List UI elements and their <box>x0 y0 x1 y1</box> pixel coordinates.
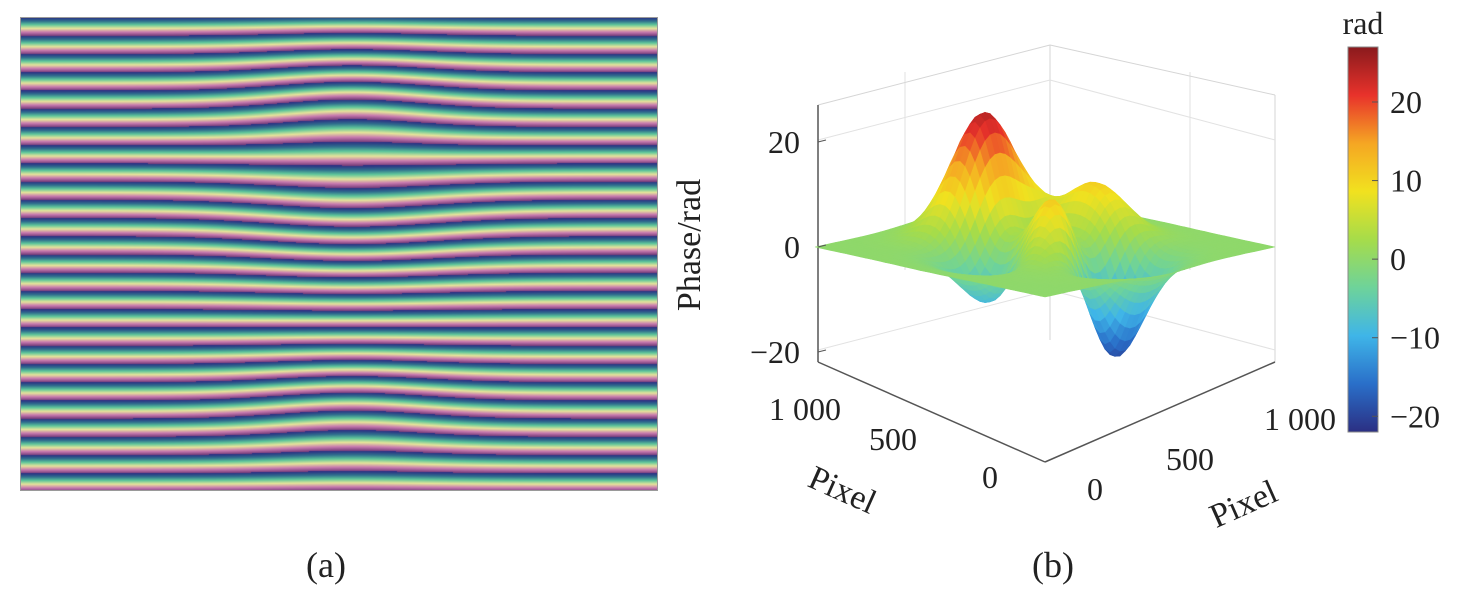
z-tick-mark <box>817 139 827 143</box>
z-tick-label: 0 <box>784 229 800 265</box>
z-axis-label: Phase/rad <box>671 179 708 311</box>
grid-line <box>1049 79 1276 141</box>
x-tick-label: 500 <box>1166 441 1214 477</box>
z-tick-mark <box>817 244 827 248</box>
y-axis-line <box>817 361 1046 463</box>
colorbar-gradient <box>1347 46 1379 433</box>
top-back-edge <box>817 44 1051 106</box>
x-axis-label: Pixel <box>1204 473 1283 535</box>
z-tick-label: 20 <box>768 124 800 160</box>
axes-box <box>817 44 1276 463</box>
caption-a: (a) <box>306 545 346 585</box>
z-tick-mark <box>817 349 827 353</box>
x-tick-label: 1 000 <box>1264 401 1336 437</box>
colorbar: 20 10 0 −10 −20 rad <box>1343 5 1440 434</box>
surface-facet <box>1039 294 1051 298</box>
y-tick-label: 1 000 <box>769 391 841 427</box>
grid-line <box>817 79 1051 141</box>
y-axis-label: Pixel <box>803 459 882 521</box>
colorbar-tick-label: 10 <box>1390 163 1422 199</box>
axis-ticks: −20 0 20 0 500 1 000 0 500 1 000 Phase/rad Pixel Pi… <box>671 124 1336 536</box>
surface-mesh <box>814 111 1276 357</box>
colorbar-tick-label: 20 <box>1390 84 1422 120</box>
colorbar-label: rad <box>1343 5 1384 41</box>
grid-line <box>1049 289 1276 351</box>
colorbar-tick-label: 0 <box>1390 241 1406 277</box>
x-axis-line <box>1044 361 1276 463</box>
caption-b: (b) <box>1032 545 1074 585</box>
colorbar-tick-label: −20 <box>1390 398 1440 434</box>
colorbar-tick-label: −10 <box>1390 320 1440 356</box>
y-tick-label: 500 <box>869 421 917 457</box>
y-tick-label: 0 <box>982 459 998 495</box>
z-tick-label: −20 <box>750 334 800 370</box>
x-tick-label: 0 <box>1087 471 1103 507</box>
fringe-pattern-image <box>20 17 658 491</box>
top-back-edge <box>1049 44 1276 96</box>
grid-line <box>817 289 1051 351</box>
